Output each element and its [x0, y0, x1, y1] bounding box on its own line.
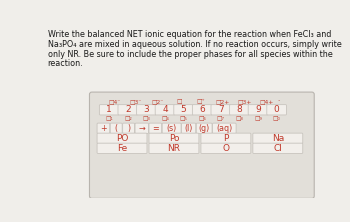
Text: □3+: □3+: [237, 99, 252, 104]
FancyBboxPatch shape: [253, 133, 303, 143]
Text: □2⁻: □2⁻: [152, 99, 164, 104]
Text: 0: 0: [274, 105, 280, 114]
Text: 1: 1: [106, 105, 112, 114]
Text: Po: Po: [169, 134, 179, 143]
Text: □₁: □₁: [105, 117, 113, 121]
FancyBboxPatch shape: [136, 105, 156, 115]
Text: □₉: □₉: [254, 117, 262, 121]
FancyBboxPatch shape: [212, 123, 236, 133]
Text: □4⁻: □4⁻: [108, 99, 120, 104]
FancyBboxPatch shape: [230, 105, 249, 115]
FancyBboxPatch shape: [122, 123, 135, 133]
Text: Write the balanced NET ionic equation for the reaction when FeCl₃ and: Write the balanced NET ionic equation fo…: [48, 30, 331, 40]
FancyBboxPatch shape: [248, 105, 268, 115]
Text: Na₃PO₄ are mixed in aqueous solution. If no reaction occurs, simply write: Na₃PO₄ are mixed in aqueous solution. If…: [48, 40, 341, 49]
Text: □3⁻: □3⁻: [130, 99, 142, 104]
Text: PO: PO: [116, 134, 128, 143]
Text: □₅: □₅: [180, 117, 188, 121]
Text: (g): (g): [198, 124, 210, 133]
Text: =: =: [152, 124, 159, 133]
FancyBboxPatch shape: [162, 123, 181, 133]
Text: Fe: Fe: [117, 144, 127, 153]
Text: NR: NR: [167, 144, 181, 153]
FancyBboxPatch shape: [97, 123, 110, 133]
Text: (: (: [115, 124, 118, 133]
FancyBboxPatch shape: [196, 123, 212, 133]
Text: (s): (s): [167, 124, 177, 133]
Text: →: →: [138, 124, 145, 133]
FancyBboxPatch shape: [182, 123, 196, 133]
Text: 9: 9: [255, 105, 261, 114]
Text: 5: 5: [181, 105, 187, 114]
FancyBboxPatch shape: [174, 105, 194, 115]
FancyBboxPatch shape: [211, 105, 231, 115]
FancyBboxPatch shape: [97, 133, 147, 143]
Text: □4+: □4+: [259, 99, 273, 104]
Text: ·: ·: [278, 98, 280, 104]
Text: □₄: □₄: [161, 117, 169, 121]
FancyBboxPatch shape: [90, 92, 314, 198]
Text: 2: 2: [125, 105, 131, 114]
FancyBboxPatch shape: [99, 105, 119, 115]
Text: 7: 7: [218, 105, 224, 114]
Text: P: P: [223, 134, 229, 143]
FancyBboxPatch shape: [201, 133, 251, 143]
Text: □₆: □₆: [198, 117, 206, 121]
Text: □₇: □₇: [217, 117, 225, 121]
FancyBboxPatch shape: [135, 123, 148, 133]
FancyBboxPatch shape: [149, 133, 199, 143]
Text: +: +: [100, 124, 107, 133]
Text: (l): (l): [184, 124, 193, 133]
Text: □₈: □₈: [236, 117, 243, 121]
FancyBboxPatch shape: [110, 123, 122, 133]
Text: □₃: □₃: [142, 117, 150, 121]
Text: 3: 3: [144, 105, 149, 114]
FancyBboxPatch shape: [149, 143, 199, 153]
FancyBboxPatch shape: [97, 143, 147, 153]
Text: □₀: □₀: [273, 117, 281, 121]
Text: reaction.: reaction.: [48, 59, 83, 68]
Text: ): ): [127, 124, 130, 133]
Text: □⁺: □⁺: [197, 99, 205, 104]
FancyBboxPatch shape: [201, 143, 251, 153]
FancyBboxPatch shape: [118, 105, 138, 115]
Text: Cl: Cl: [273, 144, 282, 153]
FancyBboxPatch shape: [253, 143, 303, 153]
Text: 6: 6: [199, 105, 205, 114]
Text: (aq): (aq): [216, 124, 232, 133]
FancyBboxPatch shape: [267, 105, 287, 115]
Text: 4: 4: [162, 105, 168, 114]
Text: □2+: □2+: [216, 99, 230, 104]
FancyBboxPatch shape: [155, 105, 175, 115]
Text: O: O: [222, 144, 229, 153]
Text: only NR. Be sure to include the proper phases for all species within the: only NR. Be sure to include the proper p…: [48, 50, 332, 59]
Text: □: □: [177, 99, 182, 104]
Text: □₂: □₂: [124, 117, 132, 121]
FancyBboxPatch shape: [193, 105, 212, 115]
Text: Na: Na: [272, 134, 284, 143]
FancyBboxPatch shape: [149, 123, 162, 133]
Text: 8: 8: [237, 105, 242, 114]
